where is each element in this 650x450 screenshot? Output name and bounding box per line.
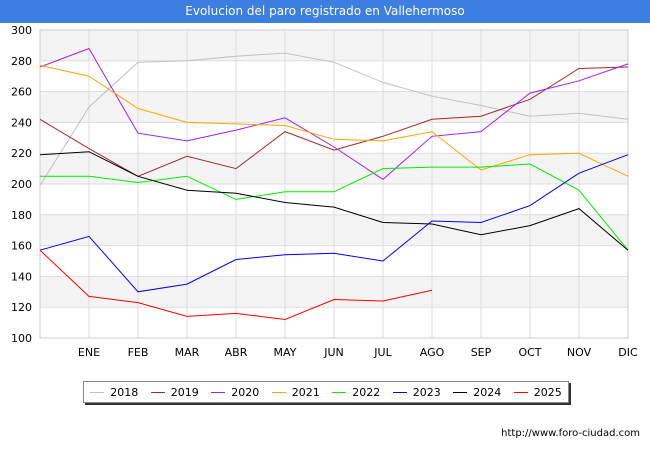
x-tick-label: DIC <box>618 346 638 359</box>
series-line-2024 <box>39 151 629 251</box>
x-tick-label: JUN <box>323 346 344 359</box>
y-tick-label: 180 <box>11 209 32 222</box>
legend-label: 2019 <box>170 385 199 399</box>
series-line-2023 <box>39 154 629 293</box>
x-tick-label: MAY <box>274 346 297 359</box>
legend-label: 2020 <box>231 385 260 399</box>
y-tick-label: 300 <box>11 24 32 37</box>
x-tick-label: NOV <box>567 346 592 359</box>
y-tick-label: 160 <box>11 240 32 253</box>
legend-item-2025: 2025 <box>513 385 562 399</box>
x-tick-label: JUL <box>373 346 392 359</box>
x-tick-label: FEB <box>128 346 149 359</box>
y-tick-label: 260 <box>11 86 32 99</box>
legend-item-2018: 2018 <box>90 386 138 399</box>
series-line-2025 <box>39 249 433 321</box>
y-tick-label: 240 <box>11 116 32 129</box>
chart-title: Evolucion del paro registrado en Vallehe… <box>0 0 650 23</box>
legend-label: 2018 <box>110 385 139 399</box>
legend-swatch <box>211 391 226 393</box>
series-line-2020 <box>39 47 629 181</box>
legend-swatch <box>392 391 407 393</box>
legend-swatch <box>332 391 347 393</box>
legend-swatch <box>271 391 286 393</box>
legend-swatch <box>453 391 468 393</box>
legend-swatch <box>150 391 165 393</box>
legend-item-2024: 2024 <box>453 386 501 399</box>
x-tick-label: MAR <box>175 346 200 359</box>
series-line-2021 <box>39 64 629 177</box>
y-tick-label: 280 <box>11 55 32 68</box>
legend-label: 2021 <box>291 385 320 399</box>
y-tick-label: 140 <box>11 270 32 283</box>
legend-item-2019: 2019 <box>150 385 199 399</box>
legend-label: 2022 <box>352 385 381 399</box>
series-line-2018 <box>39 52 629 186</box>
legend-item-2023: 2023 <box>392 385 441 399</box>
x-tick-label: ENE <box>78 346 100 359</box>
legend-swatch <box>90 391 105 393</box>
legend-label: 2023 <box>412 385 441 399</box>
x-tick-label: AGO <box>420 346 445 359</box>
legend-item-2022: 2022 <box>332 386 380 399</box>
x-tick-label: OCT <box>518 346 541 359</box>
series-line-2022 <box>40 163 629 251</box>
legend-item-2020: 2020 <box>211 386 259 399</box>
legend-label: 2025 <box>533 385 562 399</box>
y-tick-label: 200 <box>11 178 32 191</box>
source-url: http://www.foro-ciudad.com <box>501 428 640 439</box>
x-tick-label: SEP <box>471 346 492 359</box>
legend-swatch <box>513 391 528 393</box>
legend-item-2021: 2021 <box>271 385 320 399</box>
plot-frame <box>39 29 629 339</box>
y-tick-label: 220 <box>11 147 32 160</box>
legend-label: 2024 <box>473 385 502 399</box>
y-tick-label: 120 <box>11 301 32 314</box>
y-tick-label: 100 <box>11 332 32 345</box>
chart-legend: 2018 2019 2020 2021 2022 2023 2024 2025 <box>83 381 569 403</box>
x-tick-label: ABR <box>225 346 248 359</box>
